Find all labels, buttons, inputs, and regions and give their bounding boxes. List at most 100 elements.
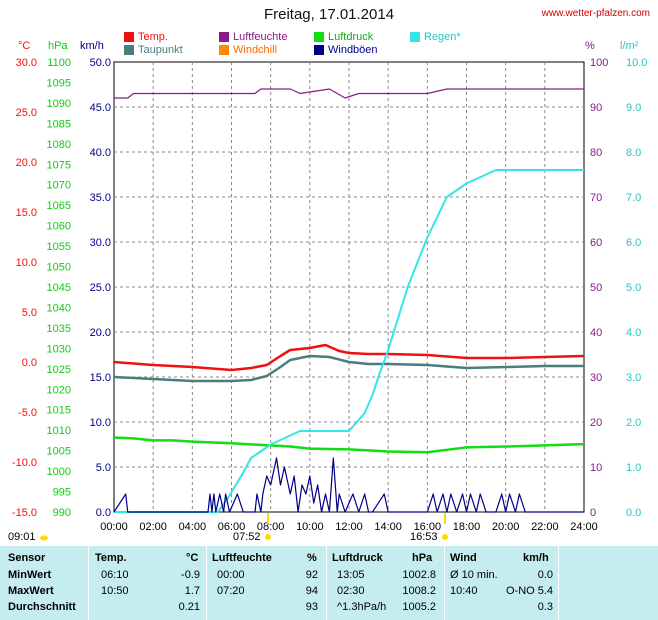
pressure-tick-label: 1080 (47, 139, 71, 151)
legend-swatch (410, 32, 420, 42)
legend-item-gusts: Windböen (314, 44, 378, 56)
chart-grid (113, 61, 585, 513)
legend-item-dewpoint: Taupunkt (124, 44, 183, 56)
legend-label: Regen* (424, 31, 461, 43)
legend-item-windchill: Windchill (219, 44, 277, 56)
temp-tick-label: -10.0 (12, 457, 37, 469)
wind-tick-label: 45.0 (90, 102, 111, 114)
wind-tick-label: 20.0 (90, 327, 111, 339)
humidity-tick-label: 70 (590, 192, 602, 204)
legend-label: Windböen (328, 44, 378, 56)
pressure-tick-label: 1065 (47, 200, 71, 212)
x-tick-label: 06:00 (218, 521, 246, 533)
rain-tick-label: 7.0 (626, 192, 641, 204)
pressure-tick-label: 1055 (47, 241, 71, 253)
weather-chart: 00:00 02:00 04:00 06:00 08:00 10:00 12:00 14:00… (8, 57, 648, 543)
rain-tick-label: 5.0 (626, 282, 641, 294)
website-link[interactable]: www.wetter-pfalzen.com (541, 8, 650, 19)
stat-pressure-value: 1008.2 (402, 585, 436, 597)
x-tick-label: 04:00 (179, 521, 207, 533)
legend-swatch (219, 45, 229, 55)
pressure-tick-label: 1020 (47, 384, 71, 396)
temp-tick-label: 10.0 (16, 257, 37, 269)
sunset-label: 16:53 (410, 531, 438, 543)
sun-icon (40, 535, 48, 541)
stat-pressure-value: 1002.8 (402, 569, 436, 581)
legend-item-humidity: Luftfeuchte (219, 31, 287, 43)
rain-tick-label: 9.0 (626, 102, 641, 114)
pressure-tick-label: 1015 (47, 405, 71, 417)
stat-temp-value: -0.9 (181, 569, 200, 581)
header-sensor: Sensor (8, 552, 46, 564)
pressure-tick-label: 1040 (47, 302, 71, 314)
header-humidity-unit: % (307, 552, 317, 564)
temp-tick-label: 5.0 (22, 307, 37, 319)
legend-swatch (124, 45, 134, 55)
stat-pressure-time: 13:05 (337, 569, 365, 581)
pressure-tick-label: 1100 (47, 57, 71, 69)
min-time-dot (265, 534, 271, 540)
min-time-label: 07:52 (233, 531, 261, 543)
x-tick-label: 10:00 (296, 521, 324, 533)
rain-tick-label: 1.0 (626, 462, 641, 474)
chart-axes: 00:00 02:00 04:00 06:00 08:00 10:00 12:00 14:00… (12, 57, 648, 533)
pressure-tick-label: 1085 (47, 118, 71, 130)
stat-pressure-time: 02:30 (337, 585, 365, 597)
legend-label: Windchill (233, 44, 278, 56)
pressure-tick-label: 1050 (47, 262, 71, 274)
series-line-temp (113, 343, 585, 372)
temp-tick-label: 20.0 (16, 157, 37, 169)
chart-series (113, 88, 585, 513)
humidity-tick-label: 20 (590, 417, 602, 429)
x-tick-label: 02:00 (139, 521, 167, 533)
legend-item-rain: Regen* (410, 31, 461, 43)
stat-humidity-value: 93 (305, 601, 318, 613)
temp-unit-label: °C (18, 40, 31, 52)
x-tick-label: 00:00 (100, 521, 128, 533)
humidity-tick-label: 60 (590, 237, 602, 249)
wind-tick-label: 0.0 (96, 507, 111, 519)
legend-label: Taupunkt (138, 44, 183, 56)
stat-row-label: Durchschnitt (8, 601, 76, 613)
rain-tick-label: 6.0 (626, 237, 641, 249)
temp-tick-label: 15.0 (16, 207, 37, 219)
pressure-tick-label: 990 (53, 507, 71, 519)
x-tick-label: 18:00 (453, 521, 481, 533)
wind-tick-label: 30.0 (90, 237, 111, 249)
header-wind: Wind (450, 552, 477, 564)
series-line-windben (113, 457, 584, 513)
temp-tick-label: 30.0 (16, 57, 37, 69)
stat-pressure-value: 1005.2 (402, 601, 436, 613)
stat-pressure-time: ^1.3hPa/h (337, 601, 387, 613)
wind-tick-label: 50.0 (90, 57, 111, 69)
stat-humidity-time: 07:20 (217, 585, 245, 597)
temp-tick-label: 0.0 (22, 357, 37, 369)
legend-item-temp: Temp. (124, 31, 168, 43)
pressure-tick-label: 1045 (47, 282, 71, 294)
sunset-dot (442, 534, 448, 540)
legend-swatch (219, 32, 229, 42)
rain-tick-label: 2.0 (626, 417, 641, 429)
rain-tick-label: 8.0 (626, 147, 641, 159)
pressure-tick-label: 1030 (47, 343, 71, 355)
stat-row-label: MinWert (8, 569, 52, 581)
header-humidity: Luftfeuchte (212, 552, 272, 564)
x-tick-label: 22:00 (531, 521, 559, 533)
x-tick-label: 24:00 (570, 521, 598, 533)
stat-wind-value: 0.0 (537, 569, 553, 581)
series-line-luftdruck (113, 436, 585, 454)
wind-tick-label: 35.0 (90, 192, 111, 204)
statistics-table: Sensor Temp. °C Luftfeuchte % Luftdruck … (0, 546, 658, 620)
humidity-tick-label: 50 (590, 282, 602, 294)
stat-humidity-value: 92 (305, 569, 318, 581)
wind-unit-label: km/h (80, 40, 104, 52)
pressure-tick-label: 995 (53, 487, 71, 499)
header-temp: Temp. (95, 552, 127, 564)
stat-wind-desc: 10:40 (450, 585, 478, 597)
x-tick-label: 16:00 (414, 521, 442, 533)
stat-wind-value: 5.4 (537, 585, 553, 597)
humidity-unit-label: % (585, 40, 595, 52)
temp-tick-label: 25.0 (16, 107, 37, 119)
legend-swatch (314, 45, 324, 55)
x-tick-label: 08:00 (257, 521, 285, 533)
